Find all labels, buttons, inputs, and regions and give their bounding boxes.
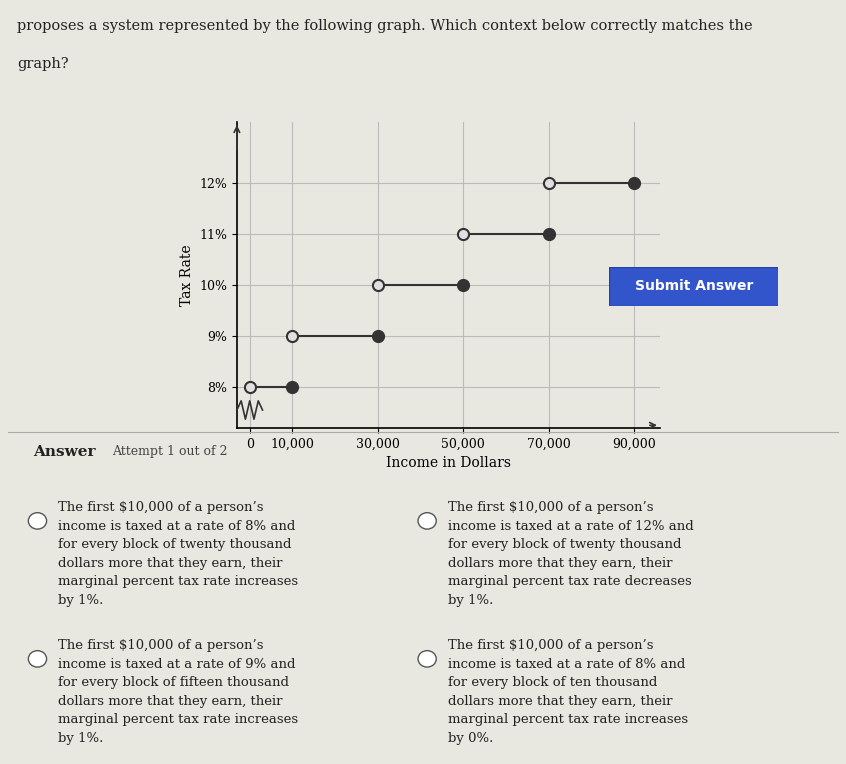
Y-axis label: Tax Rate: Tax Rate <box>179 244 194 306</box>
Text: graph?: graph? <box>17 57 69 71</box>
Text: Submit Answer: Submit Answer <box>634 280 753 293</box>
Text: Answer: Answer <box>33 445 96 459</box>
Ellipse shape <box>29 651 47 667</box>
Text: proposes a system represented by the following graph. Which context below correc: proposes a system represented by the fol… <box>17 19 752 33</box>
Text: The first $10,000 of a person’s
income is taxed at a rate of 8% and
for every bl: The first $10,000 of a person’s income i… <box>58 501 299 607</box>
X-axis label: Income in Dollars: Income in Dollars <box>386 456 511 470</box>
Text: The first $10,000 of a person’s
income is taxed at a rate of 8% and
for every bl: The first $10,000 of a person’s income i… <box>448 639 688 745</box>
Ellipse shape <box>29 513 47 529</box>
FancyBboxPatch shape <box>609 267 778 306</box>
Text: The first $10,000 of a person’s
income is taxed at a rate of 9% and
for every bl: The first $10,000 of a person’s income i… <box>58 639 299 745</box>
Ellipse shape <box>418 513 437 529</box>
Text: Attempt 1 out of 2: Attempt 1 out of 2 <box>112 445 228 458</box>
Text: The first $10,000 of a person’s
income is taxed at a rate of 12% and
for every b: The first $10,000 of a person’s income i… <box>448 501 694 607</box>
Ellipse shape <box>418 651 437 667</box>
